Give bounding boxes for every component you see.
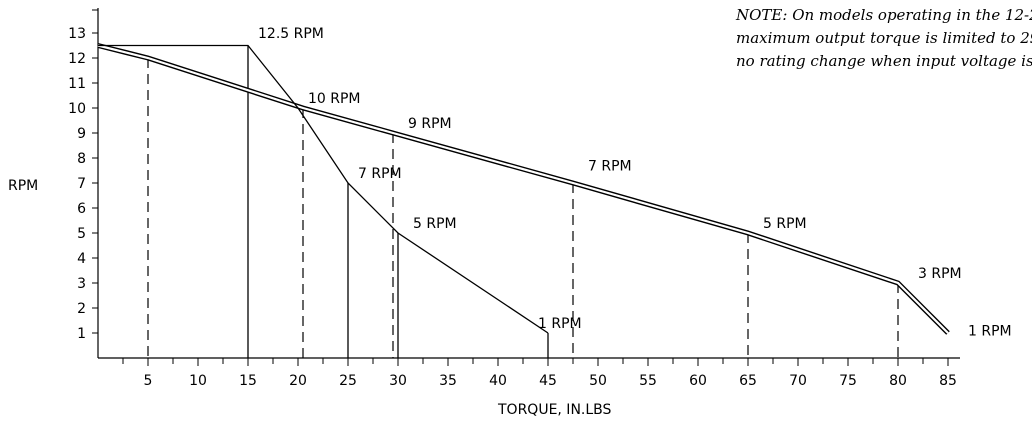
x-tick-label-55: 55 [639,373,657,389]
rpm-annotation-7: 3 RPM [918,266,962,282]
drop-lines [147,45,899,358]
x-tick-label-5: 5 [144,373,153,389]
y-tick-label-10: 10 [68,101,86,117]
rpm-annotation-9: 1 RPM [968,324,1012,340]
x-tick-label-60: 60 [689,373,707,389]
x-tick-label-40: 40 [489,373,507,389]
note: NOTE: On models operating in the 12-23 V… [735,6,1032,70]
y-tick-label-5: 5 [77,226,86,242]
x-tick-label-10: 10 [189,373,207,389]
y-axis-label: RPM [8,178,38,194]
x-tick-label-30: 30 [389,373,407,389]
y-tick-label-2: 2 [77,301,86,317]
rpm-annotation-8: 1 RPM [538,316,582,332]
x-tick-label-85: 85 [939,373,957,389]
series-double-outer [97,43,950,335]
y-tick-label-3: 3 [77,276,86,292]
x-tick-label-80: 80 [889,373,907,389]
x-tick-label-70: 70 [789,373,807,389]
y-tick-label-4: 4 [77,251,86,267]
rpm-annotation-6: 5 RPM [763,216,807,232]
y-tick-label-9: 9 [77,126,86,142]
x-tick-label-75: 75 [839,373,857,389]
series-lines [97,43,950,335]
rpm-annotation-0: 12.5 RPM [258,26,324,42]
x-tick-label-45: 45 [539,373,557,389]
y-tick-label-8: 8 [77,151,86,167]
x-tick-label-50: 50 [589,373,607,389]
y-tick-label-12: 12 [68,51,86,67]
series-double-inner [97,44,949,334]
x-tick-label-25: 25 [339,373,357,389]
y-tick-label-1: 1 [77,326,86,342]
rpm-annotation-1: 10 RPM [308,91,361,107]
rpm-annotation-5: 5 RPM [413,216,457,232]
x-axis-label: TORQUE, IN.LBS [497,402,612,418]
annotations: 12.5 RPM 10 RPM 9 RPM 7 RPM 7 RPM 5 RPM 5 RPM 3… [258,26,1012,340]
y-tick-label-6: 6 [77,201,86,217]
y-tick-label-13: 13 [68,26,86,42]
series-single-1 [98,44,549,334]
x-tick-label-20: 20 [289,373,307,389]
x-tick-label-15: 15 [239,373,257,389]
x-tick-label-65: 65 [739,373,757,389]
note-line-2: no rating change when input voltage is 2… [736,52,1032,70]
note-line-0: NOTE: On models operating in the 12-23 V [735,6,1032,24]
x-tick-label-35: 35 [439,373,457,389]
y-tick-label-11: 11 [68,76,86,92]
y-tick-label-7: 7 [77,176,86,192]
note-line-1: maximum output torque is limited to 29 i… [736,29,1032,47]
rpm-annotation-3: 7 RPM [358,166,402,182]
rpm-annotation-4: 7 RPM [588,159,632,175]
rpm-annotation-2: 9 RPM [408,116,452,132]
